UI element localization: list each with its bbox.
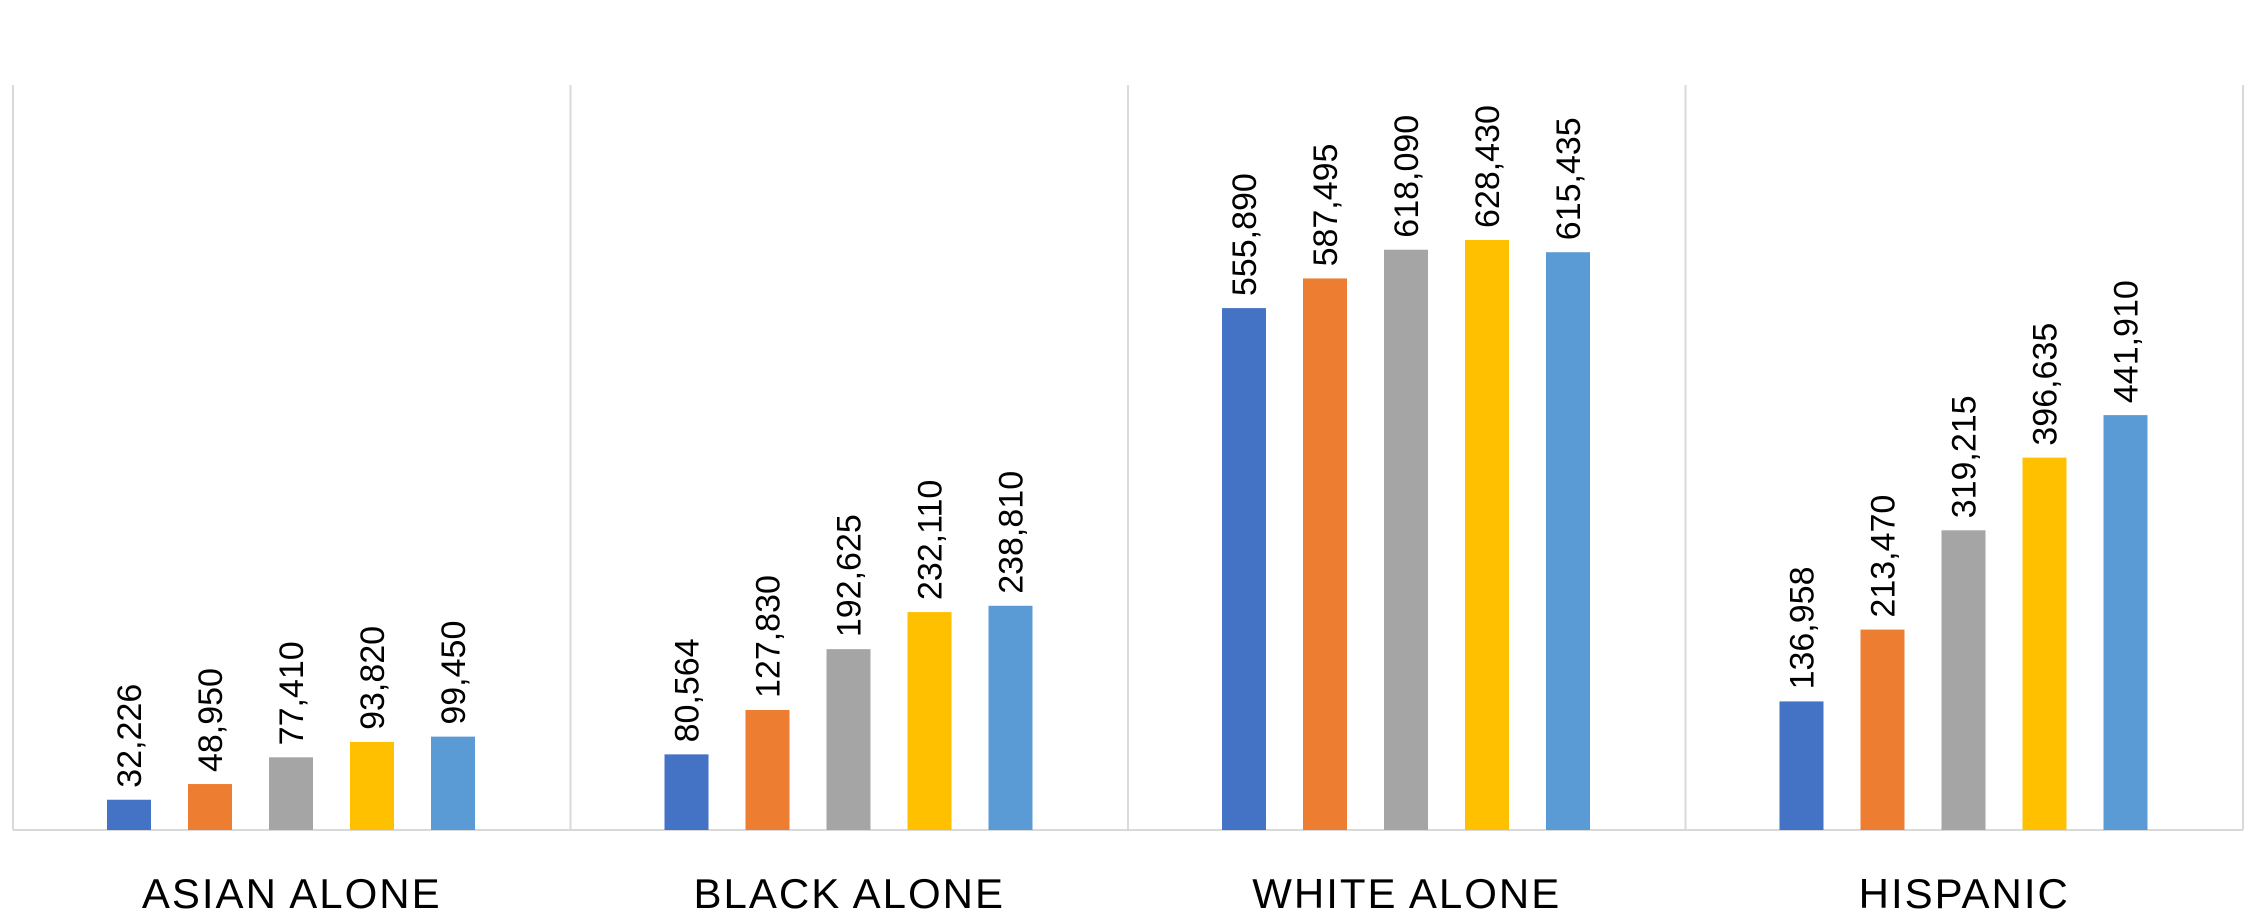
data-label: 136,958 — [1784, 567, 1822, 690]
data-label: 618,090 — [1388, 115, 1426, 238]
category-tick-label: BLACK ALONE — [694, 870, 1005, 913]
data-label: 555,890 — [1226, 173, 1264, 296]
bar — [2103, 415, 2148, 830]
data-label: 32,226 — [111, 684, 149, 788]
data-label: 48,950 — [192, 668, 230, 772]
bar — [826, 649, 871, 830]
bar — [269, 757, 313, 830]
data-label: 615,435 — [1550, 117, 1588, 240]
bar — [1303, 278, 1347, 830]
data-label-layer: 32,226 48,950 77,410 93,820 99,450 80,564 127,… — [111, 105, 2146, 788]
data-label: 192,625 — [831, 514, 869, 637]
bar — [1860, 629, 1905, 830]
category-axis: ASIAN ALONE BLACK ALONE WHITE ALONE HISPANI… — [142, 870, 2070, 913]
data-label: 93,820 — [354, 626, 392, 730]
data-label: 587,495 — [1307, 144, 1345, 267]
category-tick-label: ASIAN ALONE — [142, 870, 442, 913]
bar — [664, 754, 709, 830]
bar — [1941, 530, 1986, 830]
bar — [431, 736, 475, 830]
data-label: 396,635 — [2027, 323, 2065, 446]
grid-layer — [12, 85, 2244, 831]
bar — [350, 741, 394, 830]
bar — [1546, 252, 1590, 830]
bar — [988, 605, 1033, 830]
data-label: 80,564 — [669, 638, 707, 742]
data-label: 77,410 — [273, 641, 311, 745]
bar — [1222, 308, 1266, 830]
bar — [2022, 457, 2067, 830]
bar — [1384, 249, 1428, 830]
data-label: 232,110 — [912, 480, 950, 600]
bar — [1779, 701, 1824, 830]
category-tick-label: HISPANIC — [1859, 870, 2070, 913]
bar-layer — [107, 240, 2148, 830]
data-label: 238,810 — [993, 471, 1031, 594]
category-tick-label: WHITE ALONE — [1252, 870, 1561, 913]
bar — [107, 799, 151, 830]
data-label: 213,470 — [1865, 495, 1903, 618]
data-label: 441,910 — [2108, 280, 2146, 403]
bar — [745, 709, 790, 830]
data-label: 319,215 — [1946, 395, 1984, 518]
data-label: 628,430 — [1469, 105, 1507, 228]
data-label: 127,830 — [750, 575, 788, 698]
bar — [1465, 240, 1509, 830]
bar — [188, 784, 232, 830]
bar — [907, 612, 952, 830]
data-label: 99,450 — [435, 621, 473, 725]
